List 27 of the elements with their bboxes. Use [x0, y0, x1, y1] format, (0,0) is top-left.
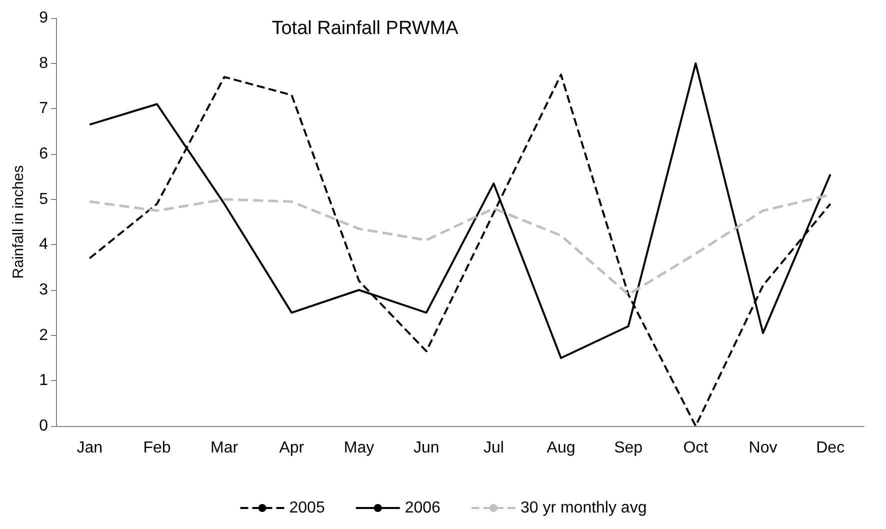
legend-label: 2006 [404, 500, 441, 516]
legend-label: 2005 [289, 500, 325, 516]
x-tick-label: Feb [143, 440, 171, 456]
y-tick-label: 6 [39, 146, 48, 162]
y-tick-label: 8 [39, 54, 48, 72]
chart-title: Total Rainfall PRWMA [272, 18, 459, 39]
x-tick-label: Oct [683, 440, 709, 456]
y-tick-label: 9 [39, 10, 48, 26]
y-tick-label: 5 [39, 190, 48, 208]
y-tick-label: 1 [39, 372, 48, 390]
y-tick-label: 7 [39, 100, 48, 118]
legend-label: 30 yr monthly avg [520, 500, 647, 516]
x-tick-label: Dec [816, 440, 845, 456]
x-tick-label: Jul [483, 440, 504, 456]
y-tick-label: 3 [39, 282, 48, 298]
x-tick-label: May [344, 440, 374, 456]
x-tick-label: Apr [279, 440, 305, 456]
x-tick-label: Mar [210, 440, 239, 456]
y-tick-label: 2 [39, 326, 48, 344]
y-tick-label: 4 [39, 236, 48, 254]
x-tick-label: Jan [76, 440, 103, 456]
y-tick-label: 0 [39, 418, 48, 434]
x-tick-label: Sep [614, 440, 643, 456]
x-tick-label: Aug [546, 440, 576, 456]
x-tick-label: Nov [748, 440, 778, 456]
x-tick-label: Jun [413, 440, 440, 456]
y-axis-title: Rainfall in inches [10, 165, 27, 279]
